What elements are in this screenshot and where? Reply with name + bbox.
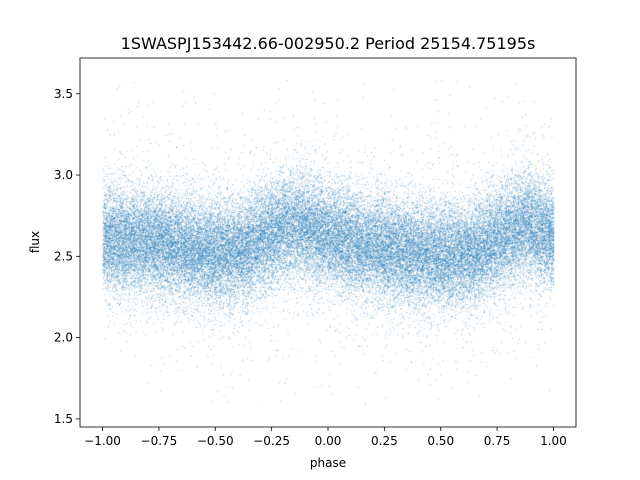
x-axis-label: phase <box>310 456 346 470</box>
scatter-canvas <box>80 58 576 427</box>
y-tick-label: 3.0 <box>54 168 73 182</box>
y-tick-label: 2.0 <box>54 331 73 345</box>
scatter-point-cloud <box>80 58 576 427</box>
x-axis: −1.00 −0.75 −0.50 −0.25 0.00 0.25 0.50 0.75 1.00 <box>84 427 567 448</box>
y-tick-label: 2.5 <box>54 249 73 263</box>
x-tick-label: −0.50 <box>197 434 234 448</box>
scatter-points <box>80 58 576 427</box>
x-tick-label: 0.50 <box>427 434 454 448</box>
x-tick-label: −1.00 <box>84 434 121 448</box>
y-tick-label: 3.5 <box>54 87 73 101</box>
x-tick-label: 0.00 <box>315 434 342 448</box>
x-tick-label: 0.25 <box>371 434 398 448</box>
y-tick-label: 1.5 <box>54 412 73 426</box>
chart-title: 1SWASPJ153442.66-002950.2 Period 25154.7… <box>121 34 536 53</box>
x-tick-label: −0.25 <box>253 434 290 448</box>
y-axis-label: flux <box>28 231 42 253</box>
y-axis: 1.5 2.0 2.5 3.0 3.5 <box>54 87 80 426</box>
x-tick-label: 1.00 <box>540 434 567 448</box>
x-tick-label: −0.75 <box>141 434 178 448</box>
x-tick-label: 0.75 <box>484 434 511 448</box>
